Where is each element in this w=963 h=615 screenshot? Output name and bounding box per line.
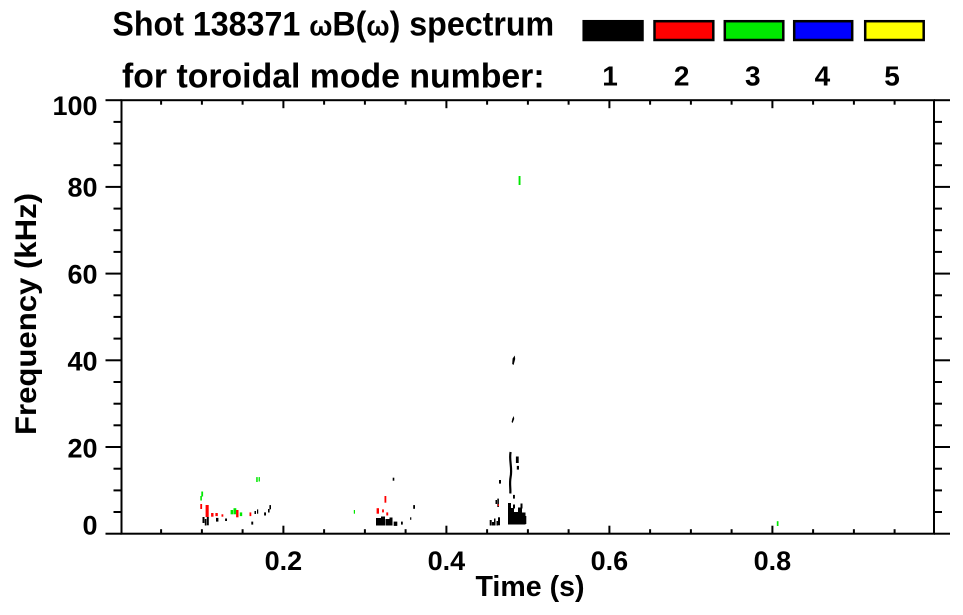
- svg-text:0.8: 0.8: [754, 546, 792, 576]
- svg-text:0.2: 0.2: [265, 546, 303, 576]
- svg-text:0: 0: [82, 511, 97, 541]
- svg-text:0.6: 0.6: [591, 546, 629, 576]
- svg-text:1: 1: [602, 61, 618, 92]
- svg-text:80: 80: [67, 173, 97, 203]
- svg-text:Shot 138371 ωB(ω) spectrum: Shot 138371 ωB(ω) spectrum: [112, 5, 554, 43]
- svg-text:20: 20: [67, 433, 97, 463]
- svg-text:2: 2: [674, 61, 690, 92]
- svg-text:Frequency (kHz): Frequency (kHz): [10, 193, 43, 435]
- svg-text:0.4: 0.4: [428, 546, 466, 576]
- svg-text:3: 3: [745, 61, 761, 92]
- svg-text:40: 40: [67, 346, 97, 376]
- svg-text:4: 4: [815, 61, 831, 92]
- svg-text:Time (s): Time (s): [476, 571, 585, 603]
- svg-text:for toroidal mode number:: for toroidal mode number:: [122, 58, 545, 96]
- svg-text:100: 100: [52, 91, 97, 121]
- svg-text:60: 60: [67, 260, 97, 290]
- svg-text:5: 5: [884, 61, 900, 92]
